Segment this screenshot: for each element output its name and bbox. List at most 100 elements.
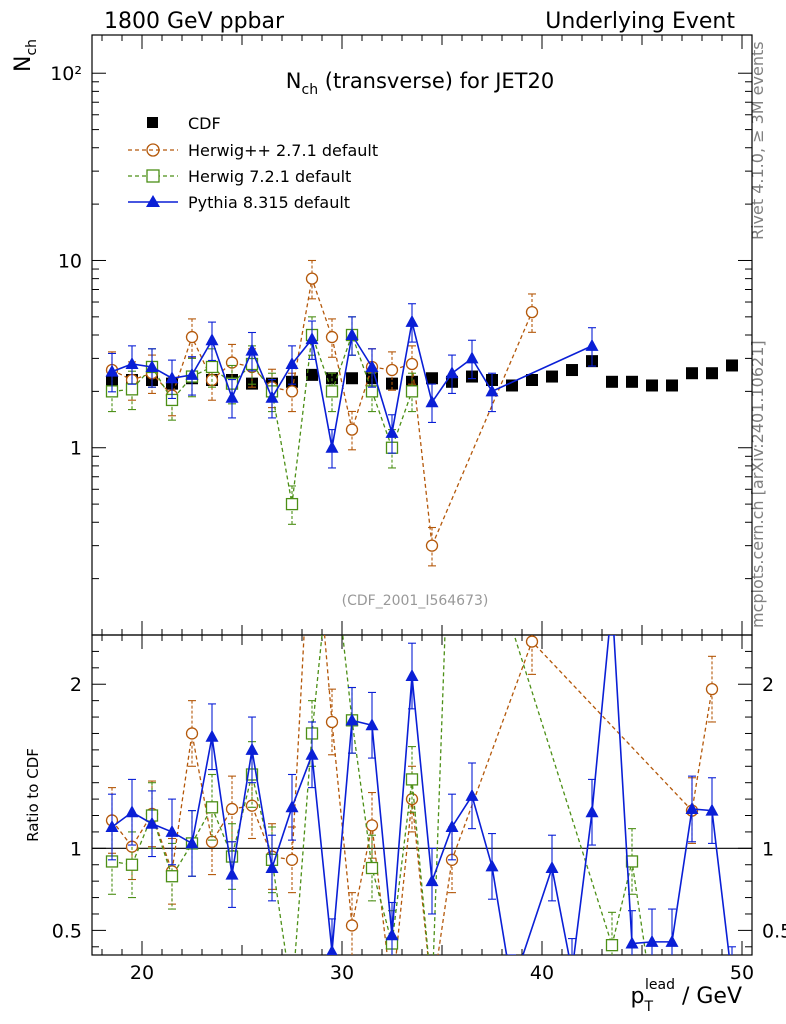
y-tick-label: 10 <box>58 250 82 272</box>
main-point-pythia-8-315-default <box>385 425 399 438</box>
ratio-point-pythia-8-315-default <box>385 928 399 941</box>
x-tick-label: 50 <box>730 962 754 984</box>
main-point-pythia-8-315-default <box>425 395 439 408</box>
ratio-ylabel: Ratio to CDF <box>24 748 42 842</box>
main-point-pythia-8-315-default <box>365 359 379 372</box>
ratio-point-herwig-2-7-1-default <box>325 715 339 729</box>
main-point-cdf <box>646 379 658 392</box>
main-point-herwig-2-7-1-default <box>425 539 439 552</box>
header-left: 1800 GeV ppbar <box>104 9 285 34</box>
ratio-point-herwig-2-7-1-default <box>185 727 199 740</box>
main-point-cdf <box>566 364 578 377</box>
main-title: Nch (transverse) for JET20 <box>286 69 554 98</box>
legend: CDF Herwig++ 2.7.1 default Herwig 7.2.1 … <box>128 114 378 212</box>
main-point-herwig-7-2-1-default <box>405 385 419 398</box>
ratio-point-pythia-8-315-default <box>665 934 679 947</box>
main-point-pythia-8-315-default <box>445 366 459 379</box>
legend-entry-herwigpp: Herwig++ 2.7.1 default <box>128 141 378 160</box>
legend-entry-pythia: Pythia 8.315 default <box>128 193 350 212</box>
ratio-point-herwig-7-2-1-default <box>447 433 458 444</box>
ratio-point-herwig-2-7-1-default <box>205 835 219 848</box>
main-point-pythia-8-315-default <box>465 351 479 364</box>
legend-marker-herwig7 <box>146 169 160 183</box>
ratio-line-pythia-8-315-default <box>111 635 730 955</box>
ratio-frame <box>91 634 753 956</box>
main-point-herwig-2-7-1-default <box>385 363 399 377</box>
ratio-series-herwig-7-2-1-default <box>105 433 647 1002</box>
ratio-point-herwig-7-2-1-default <box>125 858 139 871</box>
ratio-point-herwig-7-2-1-default <box>427 991 438 1002</box>
ratio-y-tick-label-right: 2 <box>762 674 774 696</box>
main-point-herwig-7-2-1-default <box>205 360 219 374</box>
main-point-pythia-8-315-default <box>225 390 239 403</box>
ratio-y-tick-label: 2 <box>70 674 82 696</box>
ratio-point-pythia-8-315-default <box>305 747 319 760</box>
ratio-y-tick-label-right: 1 <box>762 838 774 860</box>
main-point-pythia-8-315-default <box>265 390 279 403</box>
ratio-panel: 20 30 40 50 0.5 0.5 1 1 2 2 <box>52 433 786 1002</box>
main-point-herwig-2-7-1-default <box>405 357 419 371</box>
ratio-point-pythia-8-315-default <box>705 803 719 816</box>
x-tick-label: 20 <box>130 962 154 984</box>
ratio-point-herwig-2-7-1-default <box>365 819 379 832</box>
ratio-line-herwig-7-2-1-default <box>111 635 647 955</box>
ratio-point-pythia-8-315-default <box>585 805 599 818</box>
main-point-pythia-8-315-default <box>105 364 119 377</box>
ratio-point-pythia-8-315-default <box>205 729 219 742</box>
main-point-pythia-8-315-default <box>245 343 259 356</box>
ratio-point-pythia-8-315-default <box>145 816 159 829</box>
main-point-cdf <box>506 379 518 392</box>
ratio-point-pythia-8-315-default <box>326 944 338 955</box>
main-ylabel: Nch <box>11 39 40 72</box>
ratio-point-herwig-2-7-1-default <box>285 853 299 866</box>
main-point-cdf <box>626 375 638 388</box>
ratio-point-pythia-8-315-default <box>185 836 199 849</box>
main-point-herwig-2-7-1-default <box>305 272 319 285</box>
ratio-point-pythia-8-315-default <box>465 788 479 801</box>
ratio-point-herwig-7-2-1-default <box>205 801 219 814</box>
x-axis-label: pTlead / GeV <box>630 977 742 1015</box>
main-point-herwig-2-7-1-default <box>525 305 539 319</box>
analysis-watermark: (CDF_2001_I564673) <box>342 593 489 609</box>
main-point-cdf <box>726 359 738 372</box>
ratio-point-pythia-8-315-default <box>245 742 259 755</box>
main-point-cdf <box>606 375 618 388</box>
legend-marker-herwigpp <box>146 143 160 157</box>
x-tick-label: 30 <box>330 962 354 984</box>
main-point-cdf <box>666 379 678 392</box>
main-point-herwig-7-2-1-default <box>285 497 299 511</box>
ratio-point-pythia-8-315-default <box>445 820 459 832</box>
main-point-pythia-8-315-default <box>165 371 179 384</box>
ratio-y-tick-label: 1 <box>70 838 82 860</box>
main-point-cdf <box>706 367 718 380</box>
ratio-point-pythia-8-315-default <box>365 718 379 731</box>
header-right: Underlying Event <box>545 9 735 34</box>
main-point-pythia-8-315-default <box>145 359 159 372</box>
y-tick-label: 10² <box>50 63 82 85</box>
ratio-point-pythia-8-315-default <box>566 964 579 976</box>
main-point-pythia-8-315-default <box>185 367 199 380</box>
ratio-y-tick-label: 0.5 <box>52 920 82 942</box>
ratio-point-herwig-2-7-1-default <box>387 991 398 1002</box>
mcplots-label: mcplots.cern.ch [arXiv:2401.10621] <box>748 340 767 628</box>
main-point-pythia-8-315-default <box>485 384 499 397</box>
ratio-point-herwig-7-2-1-default <box>165 870 179 883</box>
main-series-pythia-8-315-default <box>105 303 599 469</box>
main-point-cdf <box>426 372 438 385</box>
main-point-cdf <box>686 367 698 380</box>
x-tick-label: 40 <box>530 962 554 984</box>
main-point-herwig-2-7-1-default <box>325 330 339 344</box>
main-series-herwig-2-7-1-default <box>105 259 539 567</box>
ratio-series-herwig-2-7-1-default <box>105 635 719 1002</box>
legend-marker-pythia <box>146 195 160 207</box>
ratio-point-pythia-8-315-default <box>645 934 659 947</box>
ratio-point-pythia-8-315-default <box>485 859 499 872</box>
ratio-point-herwig-7-2-1-default <box>327 531 338 542</box>
main-point-herwig-2-7-1-default <box>185 330 199 344</box>
ratio-point-pythia-8-315-default <box>405 669 419 682</box>
main-point-herwig-2-7-1-default <box>285 385 299 398</box>
ratio-point-pythia-8-315-default <box>125 805 139 818</box>
main-series-herwig-7-2-1-default <box>105 316 419 525</box>
legend-marker-cdf <box>147 117 158 128</box>
